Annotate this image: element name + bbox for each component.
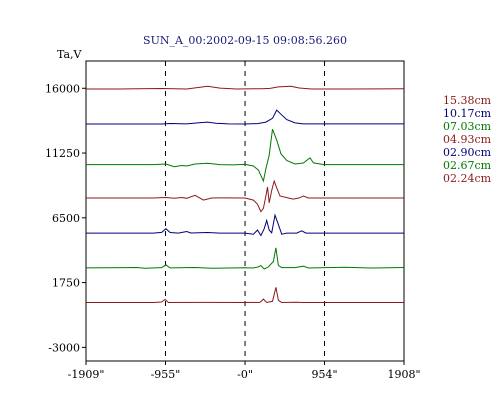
legend-item-15.38cm: 15.38cm — [443, 94, 492, 107]
y-tick-label: 16000 — [45, 82, 80, 95]
legend-item-07.03cm: 07.03cm — [443, 120, 492, 133]
vertical-gridlines — [164, 61, 326, 361]
y-axis-ticks: 16000 11250 6500 1750 -3000 — [45, 82, 86, 354]
legend-item-02.24cm: 02.24cm — [443, 172, 492, 185]
x-tick-label: -955" — [151, 368, 181, 381]
x-tick-label: 954" — [311, 368, 337, 381]
y-tick-label: 1750 — [52, 277, 80, 290]
y-tick-label: 11250 — [45, 147, 80, 160]
y-axis-label: Ta,V — [57, 48, 83, 61]
series-line-07.03cm — [86, 129, 404, 183]
x-tick-label: 1908" — [387, 368, 420, 381]
series-line-02.90cm — [86, 213, 404, 237]
series-line-15.38cm — [86, 85, 405, 90]
legend: 15.38cm10.17cm07.03cm04.93cm02.90cm02.67… — [443, 94, 492, 185]
series-line-04.93cm — [86, 179, 404, 213]
legend-item-10.17cm: 10.17cm — [443, 107, 492, 120]
x-axis-ticks: -1909" -955" -0" 954" 1908" — [68, 361, 421, 381]
series-line-02.67cm — [85, 247, 405, 270]
chart-title: SUN_A_00:2002-09-15 09:08:56.260 — [143, 34, 347, 47]
legend-item-02.90cm: 02.90cm — [443, 146, 492, 159]
y-tick-label: -3000 — [48, 341, 80, 354]
y-tick-label: 6500 — [52, 212, 80, 225]
series-group — [85, 85, 405, 304]
legend-item-02.67cm: 02.67cm — [443, 159, 492, 172]
legend-item-04.93cm: 04.93cm — [443, 133, 492, 146]
series-line-10.17cm — [86, 109, 404, 125]
x-tick-label: -0" — [237, 368, 253, 381]
x-tick-label: -1909" — [68, 368, 105, 381]
series-line-02.24cm — [86, 287, 404, 304]
